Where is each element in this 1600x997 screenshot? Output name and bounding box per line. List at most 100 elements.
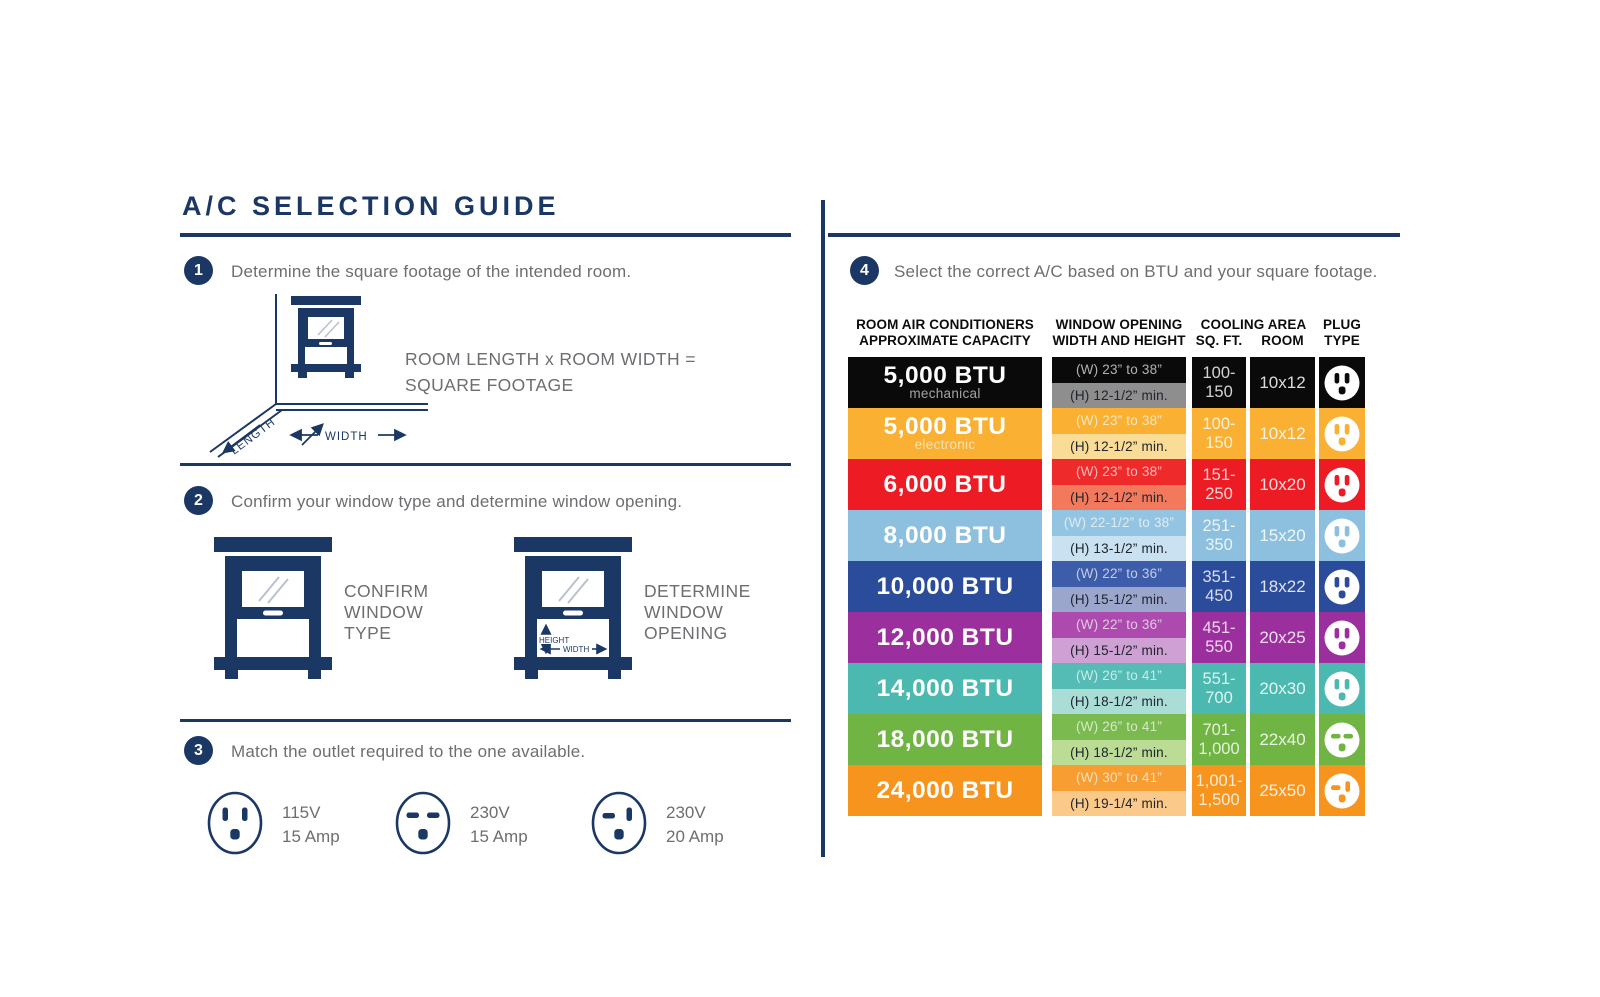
btu-table: 5,000 BTU mechanical (W) 23” to 38” (H) 12-…: [848, 357, 1365, 816]
plug-icon: [1324, 620, 1360, 655]
plug-cell: [1319, 765, 1365, 816]
window-type-diagram: [212, 537, 334, 690]
step-4-badge: 4: [850, 256, 879, 285]
right-top-divider: [828, 233, 1400, 237]
window-height-value: (H) 13-1/2” min.: [1052, 535, 1186, 561]
height-label: HEIGHT: [539, 636, 569, 645]
window-opening-cell: (W) 23” to 38” (H) 12-1/2” min.: [1052, 459, 1186, 510]
outlet-115v-15a-label: 115V 15 Amp: [282, 803, 340, 846]
window-width-value: (W) 30” to 41”: [1052, 765, 1186, 791]
window-width-value: (W) 22” to 36”: [1052, 561, 1186, 587]
table-row: 5,000 BTU electronic (W) 23” to 38” (H) 12-…: [848, 408, 1365, 459]
window-opening-diagram: HEIGHT WIDTH: [512, 537, 634, 690]
plug-icon: [1324, 722, 1360, 757]
step-2-badge: 2: [184, 486, 213, 515]
room-cell: 20x30: [1250, 663, 1315, 714]
step-1-number: 1: [194, 261, 203, 279]
btu-cell: 5,000 BTU mechanical: [848, 357, 1042, 408]
outlet-115v-icon: [207, 791, 263, 855]
window-width-value: (W) 22” to 36”: [1052, 612, 1186, 638]
header-cooling-area: COOLING AREA: [1200, 317, 1307, 332]
plug-icon: [1324, 365, 1360, 400]
window-height-value: (H) 18-1/2” min.: [1052, 739, 1186, 765]
outlet-230v-icon: [591, 791, 647, 855]
btu-value: 10,000 BTU: [876, 572, 1014, 600]
table-row: 12,000 BTU (W) 22” to 36” (H) 15-1/2” min.…: [848, 612, 1365, 663]
header-room: ROOM: [1261, 333, 1304, 348]
plug-icon: [1324, 671, 1360, 706]
window-height-value: (H) 15-1/2” min.: [1052, 586, 1186, 612]
btu-value: 6,000 BTU: [883, 470, 1007, 498]
outlet-230v-15a-icon: [394, 790, 452, 861]
btu-cell: 14,000 BTU: [848, 663, 1042, 714]
sqft-cell: 451- 550: [1192, 612, 1246, 663]
outlet-230v-20a-icon: [590, 790, 648, 861]
formula-line-1: ROOM LENGTH x ROOM WIDTH =: [405, 349, 696, 369]
title-divider: [180, 233, 791, 237]
table-row: 10,000 BTU (W) 22” to 36” (H) 15-1/2” min.…: [848, 561, 1365, 612]
sqft-cell: 151- 250: [1192, 459, 1246, 510]
sqft-cell: 351- 450: [1192, 561, 1246, 612]
room-cell: 18x22: [1250, 561, 1315, 612]
plug-cell: [1319, 714, 1365, 765]
btu-value: 8,000 BTU: [883, 521, 1007, 549]
plug-cell: [1319, 612, 1365, 663]
window-width-value: (W) 23” to 38”: [1052, 459, 1186, 485]
table-row: 14,000 BTU (W) 26” to 41” (H) 18-1/2” min.…: [848, 663, 1365, 714]
sqft-cell: 701- 1,000: [1192, 714, 1246, 765]
step-3-number: 3: [194, 741, 203, 759]
page-title: A/C SELECTION GUIDE: [182, 191, 560, 221]
btu-value: 24,000 BTU: [876, 776, 1014, 804]
window-height-value: (H) 18-1/2” min.: [1052, 688, 1186, 714]
window-height-value: (H) 15-1/2” min.: [1052, 637, 1186, 663]
window-width-value: (W) 23” to 38”: [1052, 357, 1186, 383]
window-height-value: (H) 19-1/4” min.: [1052, 790, 1186, 816]
room-corner-diagram: WIDTH LENGTH: [209, 294, 428, 458]
table-row: 24,000 BTU (W) 30” to 41” (H) 19-1/4” min.…: [848, 765, 1365, 816]
window-height-value: (H) 12-1/2” min.: [1052, 484, 1186, 510]
btu-cell: 12,000 BTU: [848, 612, 1042, 663]
room-cell: 10x20: [1250, 459, 1315, 510]
window-width-value: (W) 23” to 38”: [1052, 408, 1186, 434]
plug-cell: [1319, 510, 1365, 561]
outlet-230v-icon: [395, 791, 451, 855]
btu-value: 5,000 BTU: [883, 413, 1007, 440]
window-width-value: (W) 22-1/2” to 38”: [1052, 510, 1186, 536]
window-opening-cell: (W) 23” to 38” (H) 12-1/2” min.: [1052, 408, 1186, 459]
plug-cell: [1319, 408, 1365, 459]
step-3-badge: 3: [184, 736, 213, 765]
section-divider-1: [180, 463, 791, 466]
step-1-badge: 1: [184, 256, 213, 285]
window-opening-cell: (W) 22” to 36” (H) 15-1/2” min.: [1052, 612, 1186, 663]
plug-icon: [1324, 467, 1360, 502]
btu-value: 12,000 BTU: [876, 623, 1014, 651]
btu-sub-label: electronic: [914, 437, 976, 452]
width-label: WIDTH: [325, 431, 368, 443]
step-4-text: Select the correct A/C based on BTU and …: [894, 262, 1378, 281]
btu-cell: 6,000 BTU: [848, 459, 1042, 510]
step-2-number: 2: [194, 491, 203, 509]
step-3-text: Match the outlet required to the one ava…: [231, 742, 586, 761]
formula-text: ROOM LENGTH x ROOM WIDTH = SQUARE FOOTAG…: [405, 346, 696, 398]
btu-value: 14,000 BTU: [876, 674, 1014, 702]
step-2-text: Confirm your window type and determine w…: [231, 492, 683, 511]
header-capacity: ROOM AIR CONDITIONERS APPROXIMATE CAPACI…: [856, 317, 1034, 348]
header-sqft: SQ. FT.: [1195, 333, 1243, 348]
window-opening-cell: (W) 22” to 36” (H) 15-1/2” min.: [1052, 561, 1186, 612]
window-opening-cell: (W) 26” to 41” (H) 18-1/2” min.: [1052, 663, 1186, 714]
sqft-cell: 100- 150: [1192, 408, 1246, 459]
plug-icon: [1324, 773, 1360, 808]
formula-line-2: SQUARE FOOTAGE: [405, 375, 574, 395]
plug-icon: [1324, 416, 1360, 451]
center-divider: [821, 200, 825, 857]
confirm-window-caption: CONFIRM WINDOW TYPE: [344, 581, 429, 643]
room-cell: 15x20: [1250, 510, 1315, 561]
sqft-cell: 100- 150: [1192, 357, 1246, 408]
width-label: WIDTH: [563, 645, 589, 654]
plug-icon: [1324, 518, 1360, 553]
window-opening-cell: (W) 22-1/2” to 38” (H) 13-1/2” min.: [1052, 510, 1186, 561]
sqft-cell: 251- 350: [1192, 510, 1246, 561]
plug-cell: [1319, 357, 1365, 408]
room-cell: 10x12: [1250, 408, 1315, 459]
